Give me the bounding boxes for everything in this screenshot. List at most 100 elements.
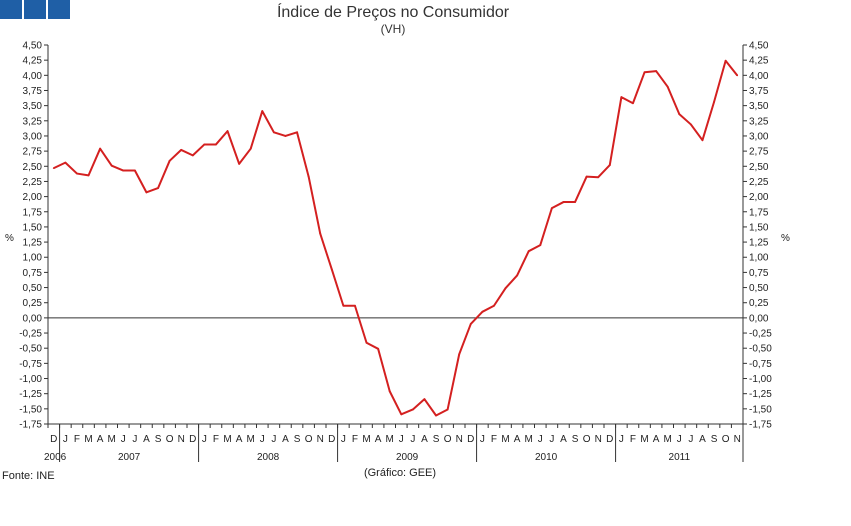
y-tick-label-left: 1,00: [23, 253, 43, 264]
month-label: A: [375, 434, 382, 445]
month-label: S: [294, 434, 301, 445]
month-label: M: [108, 434, 116, 445]
data-point: [435, 414, 437, 417]
y-tick-label-left: -0,75: [19, 359, 42, 370]
chart-credit: (Gráfico: GEE): [363, 467, 437, 479]
data-point: [446, 408, 449, 411]
data-point: [307, 175, 310, 178]
data-point: [678, 113, 681, 116]
month-label: S: [433, 434, 440, 445]
data-point: [330, 268, 333, 271]
y-tick-label-left: -1,25: [19, 389, 42, 400]
data-point: [655, 70, 658, 72]
year-label: 2008: [257, 452, 280, 463]
data-point: [643, 71, 646, 74]
data-point: [133, 169, 136, 172]
y-tick-label-left: -0,50: [19, 344, 42, 355]
month-label: O: [722, 434, 730, 445]
y-tick-label-right: 1,50: [749, 222, 769, 233]
chart-title: Índice de Preços no Consumidor: [276, 4, 510, 21]
month-label: N: [178, 434, 185, 445]
data-point: [423, 398, 426, 401]
y-tick-label-left: -0,25: [19, 329, 42, 340]
data-point: [724, 59, 727, 62]
y-tick-label-left: -1,50: [19, 404, 42, 415]
month-label: J: [549, 434, 554, 445]
data-point: [400, 413, 403, 416]
y-tick-label-left: 0,25: [23, 298, 43, 309]
month-label: A: [699, 434, 706, 445]
y-tick-label-right: -1,25: [749, 389, 772, 400]
month-label: M: [664, 434, 672, 445]
month-label: D: [606, 434, 613, 445]
chart-source: Fonte: INE: [2, 470, 55, 482]
data-point: [666, 85, 669, 88]
y-tick-label-left: -1,75: [19, 420, 42, 431]
logo-square: [48, 0, 70, 19]
y-tick-label-right: 0,50: [749, 283, 769, 294]
data-point: [145, 191, 148, 194]
data-point: [388, 390, 391, 393]
y-tick-label-left: 2,25: [23, 177, 43, 188]
y-tick-label-right: 4,50: [749, 41, 769, 52]
y-tick-label-right: -0,25: [749, 329, 772, 340]
month-label: M: [525, 434, 533, 445]
year-label: 2010: [535, 452, 558, 463]
month-label: A: [514, 434, 521, 445]
data-point: [689, 123, 692, 126]
month-label: J: [260, 434, 265, 445]
data-point: [550, 207, 553, 210]
data-point: [87, 174, 90, 177]
series-line: [53, 59, 738, 417]
data-point: [191, 154, 194, 157]
month-label: J: [619, 434, 624, 445]
y-tick-label-left: 4,25: [23, 56, 43, 67]
y-tick-label-right: -1,75: [749, 420, 772, 431]
y-tick-label-right: 1,75: [749, 207, 769, 218]
month-label: F: [213, 434, 219, 445]
data-point: [284, 135, 287, 137]
month-label: J: [677, 434, 682, 445]
data-point: [354, 304, 356, 307]
y-tick-label-right: 3,75: [749, 86, 769, 97]
month-label: D: [50, 434, 57, 445]
y-tick-label-left: 3,50: [23, 101, 43, 112]
data-point: [99, 147, 102, 150]
month-label: J: [121, 434, 126, 445]
year-label: 2006: [44, 452, 67, 463]
data-point: [226, 130, 229, 133]
year-label: 2007: [118, 452, 141, 463]
data-point: [110, 164, 113, 167]
data-point: [713, 101, 715, 103]
data-point: [527, 250, 530, 253]
data-point: [319, 232, 322, 235]
data-point: [180, 149, 183, 151]
month-label: D: [189, 434, 196, 445]
data-point: [377, 347, 380, 350]
month-label: M: [223, 434, 231, 445]
y-tick-label-right: 4,00: [749, 71, 769, 82]
y-tick-label-left: 2,00: [23, 192, 43, 203]
month-label: D: [467, 434, 474, 445]
month-label: A: [282, 434, 289, 445]
y-tick-label-left: 0,00: [23, 313, 43, 324]
y-tick-label-right: 3,00: [749, 131, 769, 142]
data-point: [620, 96, 623, 99]
month-label: J: [341, 434, 346, 445]
month-label: S: [711, 434, 718, 445]
y-tick-label-left: 1,75: [23, 207, 43, 218]
chart-subtitle: (VH): [380, 22, 406, 36]
y-tick-label-left: 0,75: [23, 268, 43, 279]
data-point: [585, 175, 588, 178]
y-tick-label-right: 3,25: [749, 116, 769, 127]
y-tick-label-right: 1,25: [749, 238, 769, 249]
y-tick-label-right: -0,50: [749, 344, 772, 355]
month-label: O: [583, 434, 591, 445]
data-point: [562, 201, 565, 203]
month-label: O: [305, 434, 313, 445]
month-label: F: [630, 434, 636, 445]
month-label: J: [271, 434, 276, 445]
year-label: 2011: [669, 452, 691, 463]
month-label: S: [572, 434, 579, 445]
